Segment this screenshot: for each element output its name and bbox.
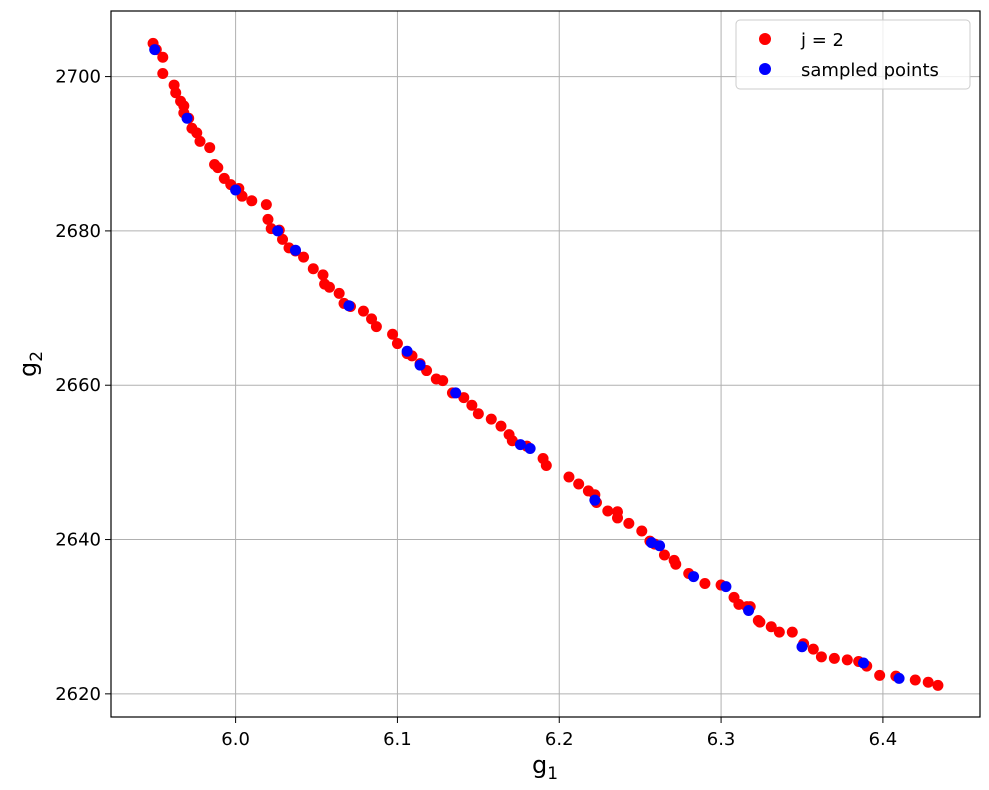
data-point-red — [262, 213, 274, 225]
data-point-red — [323, 281, 335, 293]
data-point-red — [391, 338, 403, 350]
data-point-red — [204, 142, 216, 154]
data-point-sampled — [743, 605, 755, 617]
data-point-sampled — [688, 571, 700, 583]
data-point-red — [815, 651, 827, 663]
legend-label-red-series: j = 2 — [800, 30, 844, 51]
data-point-red — [563, 471, 575, 483]
data-point-red — [874, 669, 886, 681]
data-point-sampled — [450, 387, 462, 399]
data-point-red — [540, 459, 552, 471]
data-point-sampled — [181, 112, 193, 124]
data-point-red — [317, 269, 329, 281]
data-point-red — [466, 399, 478, 411]
data-point-red — [786, 626, 798, 638]
data-point-sampled — [720, 581, 732, 593]
y-tick-label: 2680 — [55, 221, 101, 242]
data-point-sampled — [230, 184, 242, 196]
data-point-sampled — [857, 657, 869, 669]
data-point-red — [807, 643, 819, 655]
x-tick-label: 6.0 — [221, 729, 250, 750]
data-point-red — [773, 626, 785, 638]
y-axis-label-subscript: 2 — [27, 351, 47, 362]
data-point-red — [370, 321, 382, 333]
data-point-red — [699, 578, 711, 590]
axis-ticks: 6.0 6.1 6.2 6.3 6.4 2620 2640 2660 2680 2700 — [55, 67, 897, 750]
data-points — [147, 37, 944, 691]
data-point-red — [612, 512, 624, 524]
data-point-red — [246, 195, 258, 207]
data-point-red — [157, 51, 169, 63]
x-tick-label: 6.3 — [707, 729, 736, 750]
data-point-sampled — [589, 494, 601, 506]
data-point-red — [357, 305, 369, 317]
data-point-sampled — [514, 439, 526, 451]
data-point-red — [387, 328, 399, 340]
data-point-sampled — [893, 672, 905, 684]
data-point-red — [828, 652, 840, 664]
data-point-red — [333, 287, 345, 299]
data-point-red — [636, 525, 648, 537]
data-point-red — [909, 674, 921, 686]
data-point-red — [602, 505, 614, 517]
data-point-red — [260, 199, 272, 211]
data-point-red — [922, 676, 934, 688]
plot-frame — [110, 10, 981, 718]
data-point-red — [495, 420, 507, 432]
y-tick-label: 2640 — [55, 530, 101, 551]
data-point-sampled — [796, 641, 808, 653]
data-point-red — [277, 233, 289, 245]
data-point-red — [437, 375, 449, 387]
x-tick-label: 6.2 — [545, 729, 574, 750]
x-axis-label: g1 — [532, 751, 558, 784]
data-point-red — [458, 392, 470, 404]
legend-label-sampled-points: sampled points — [801, 60, 939, 81]
x-tick-label: 6.4 — [869, 729, 898, 750]
y-tick-label: 2620 — [55, 684, 101, 705]
data-point-red — [191, 127, 203, 139]
data-point-red — [157, 67, 169, 79]
data-point-red — [485, 413, 497, 425]
y-axis-label: g2 — [14, 351, 47, 377]
legend-box — [735, 19, 971, 90]
y-tick-label: 2660 — [55, 375, 101, 396]
data-point-red — [170, 87, 182, 99]
legend-marker-red — [759, 33, 771, 45]
data-point-sampled — [414, 359, 426, 371]
data-point-sampled — [343, 300, 355, 312]
data-point-red — [472, 408, 484, 420]
data-point-sampled — [289, 244, 301, 256]
data-point-red — [194, 135, 206, 147]
data-point-red — [841, 654, 853, 666]
data-point-red — [932, 679, 944, 691]
data-point-sampled — [654, 540, 666, 552]
data-point-red — [623, 517, 635, 529]
x-tick-label: 6.1 — [383, 729, 412, 750]
data-point-sampled — [272, 225, 284, 237]
data-point-red — [670, 558, 682, 570]
y-tick-label: 2700 — [55, 67, 101, 88]
data-point-sampled — [149, 44, 161, 56]
data-point-red — [765, 621, 777, 633]
legend-marker-blue — [759, 63, 771, 75]
data-point-red — [658, 549, 670, 561]
data-point-sampled — [401, 345, 413, 357]
data-point-red — [298, 251, 310, 263]
data-point-red — [754, 616, 766, 628]
legend: j = 2 sampled points — [735, 19, 971, 90]
data-point-red — [573, 478, 585, 490]
data-point-red — [212, 162, 224, 174]
data-point-sampled — [524, 442, 536, 454]
data-point-red — [307, 263, 319, 275]
x-axis-label-subscript: 1 — [547, 764, 558, 784]
